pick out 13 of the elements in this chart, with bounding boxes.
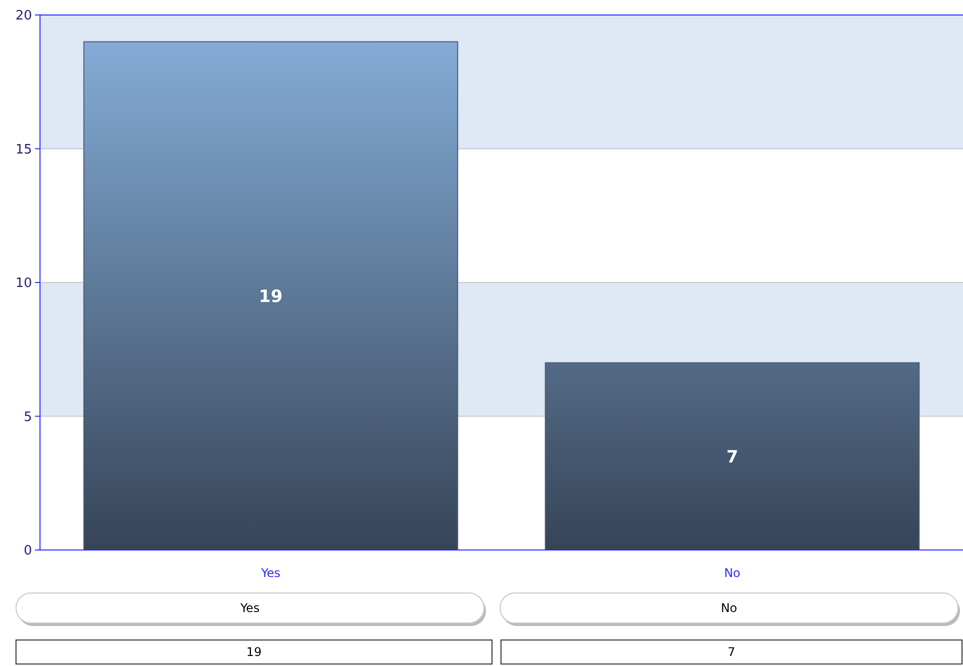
button: No: [500, 592, 960, 626]
data-label: 7: [726, 447, 738, 468]
y-tick-label: 0: [24, 544, 32, 559]
y-tick-label: 15: [15, 142, 32, 158]
button: Yes: [16, 592, 486, 626]
y-tick-label: 20: [15, 8, 32, 24]
data-label: 19: [258, 286, 283, 307]
x-tick-label: Yes: [260, 566, 280, 580]
y-tick-label: 5: [24, 410, 32, 425]
y-tick-label: 10: [15, 276, 32, 292]
x-tick-label: No: [724, 566, 740, 580]
text: 19: [246, 645, 262, 660]
text: 7: [728, 645, 736, 660]
